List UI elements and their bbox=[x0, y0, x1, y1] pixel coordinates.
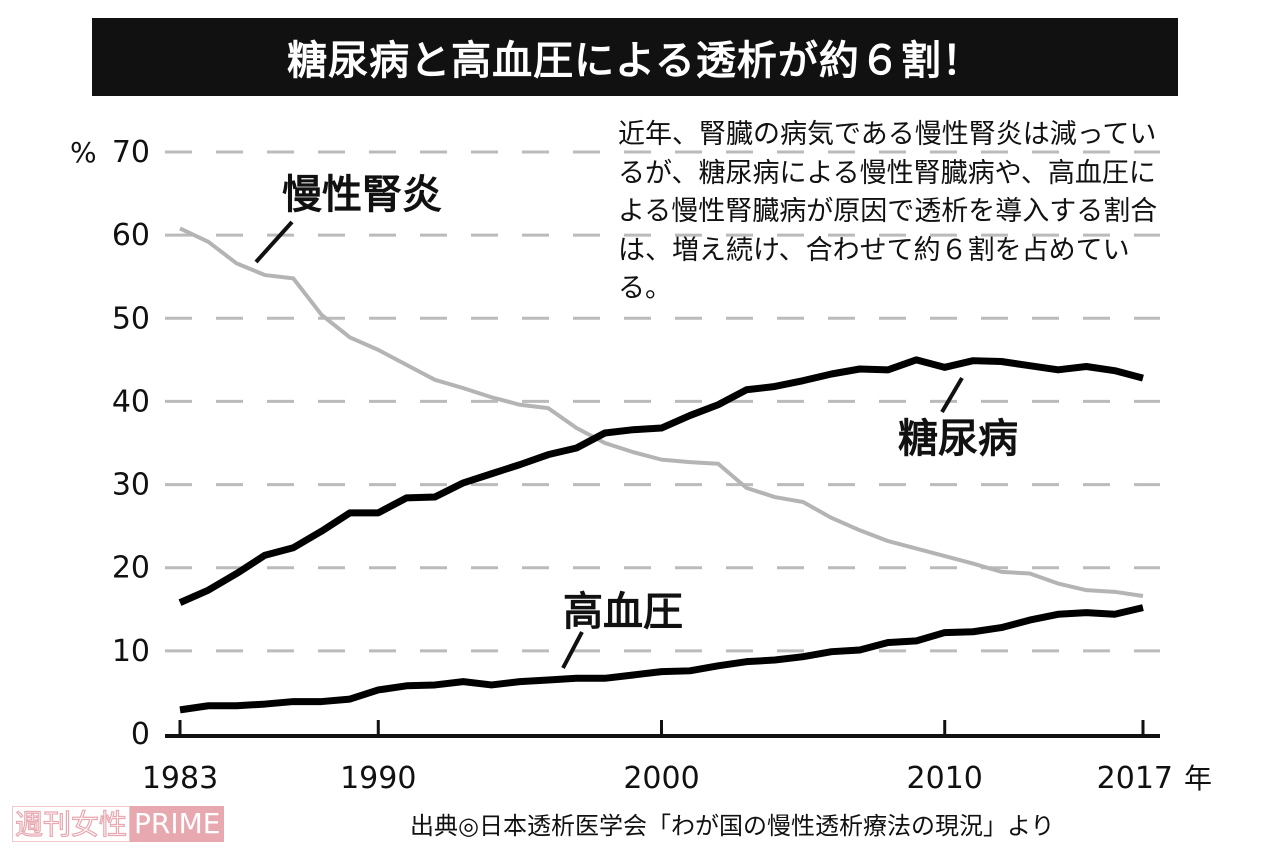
series-leader-line bbox=[940, 376, 964, 414]
y-tick-label: 60 bbox=[112, 218, 150, 253]
x-tick-label: 2010 bbox=[907, 761, 983, 796]
series-line-1 bbox=[179, 226, 1144, 598]
series-label: 高血圧 bbox=[563, 589, 683, 635]
x-tick-label: 2017 bbox=[1097, 761, 1173, 796]
x-tick-label: 2000 bbox=[623, 761, 699, 796]
y-tick-label: 50 bbox=[112, 301, 150, 336]
x-tick-label: 1983 bbox=[142, 761, 218, 796]
series-label: 糖尿病 bbox=[898, 416, 1018, 462]
series-leader-line bbox=[561, 631, 584, 669]
source-text: 出典◎日本透析医学会「わが国の慢性透析療法の現況」より bbox=[410, 812, 1055, 840]
y-tick-label: 30 bbox=[112, 468, 150, 503]
x-tick-label: 1990 bbox=[340, 761, 416, 796]
series-line-2 bbox=[178, 356, 1144, 606]
y-tick-label: 70 bbox=[112, 135, 150, 170]
watermark-part1: 週刊女性 bbox=[12, 806, 131, 842]
y-tick-label: 20 bbox=[112, 551, 150, 586]
watermark-logo: 週刊女性 PRIME bbox=[12, 806, 225, 842]
series-label: 慢性腎炎 bbox=[282, 172, 442, 218]
series-line-3 bbox=[179, 604, 1144, 714]
annotation-note: 近年、腎臓の病気である慢性腎炎は減っているが、糖尿病による慢性腎臓病や、高血圧に… bbox=[618, 119, 1158, 304]
y-tick-label: 40 bbox=[112, 384, 150, 419]
series-leader-line bbox=[254, 220, 294, 264]
chart-title: 糖尿病と高血圧による透析が約６割！ bbox=[92, 18, 1178, 96]
x-axis-label: 年 bbox=[1184, 762, 1212, 795]
y-axis-label: % bbox=[70, 136, 97, 169]
y-tick-label: 10 bbox=[112, 634, 150, 669]
y-tick-label: 0 bbox=[131, 717, 150, 752]
watermark-part2: PRIME bbox=[130, 806, 225, 842]
